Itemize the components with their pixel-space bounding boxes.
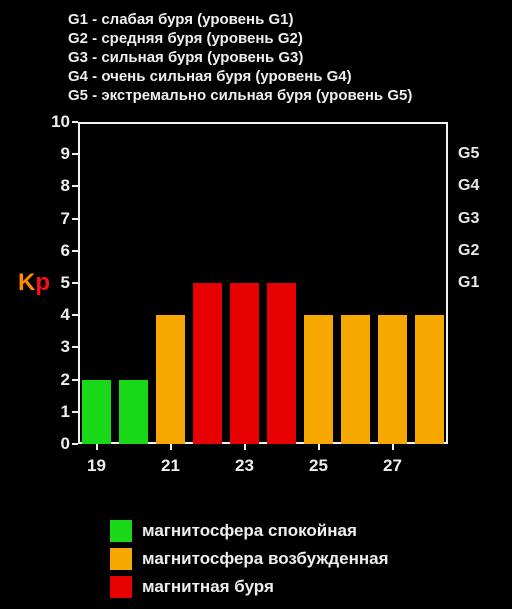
y-tick-label-6: 6 — [30, 241, 70, 261]
bar-day-20 — [119, 380, 148, 444]
y-tick-label-1: 1 — [30, 402, 70, 422]
g-label-G3: G3 — [458, 210, 479, 228]
y-tick-mark-1 — [72, 411, 78, 413]
x-tick-label-25: 25 — [299, 456, 339, 476]
legend-label-storm: магнитная буря — [142, 577, 274, 597]
y-tick-mark-0 — [72, 443, 78, 445]
bar-day-27 — [378, 315, 407, 444]
legend-swatch-storm — [110, 576, 132, 598]
y-axis-title: Kp — [18, 269, 50, 297]
g-label-G5: G5 — [458, 145, 479, 163]
g-label-G1: G1 — [458, 274, 479, 292]
bar-day-19 — [82, 380, 111, 444]
x-tick-mark-19 — [96, 444, 98, 450]
y-axis-title-K: K — [18, 269, 35, 296]
y-tick-label-3: 3 — [30, 337, 70, 357]
y-tick-label-0: 0 — [30, 434, 70, 454]
legend-item-calm: магнитосфера спокойная — [110, 520, 389, 542]
legend-item-excited: магнитосфера возбужденная — [110, 548, 389, 570]
bar-day-26 — [341, 315, 370, 444]
bar-day-28 — [415, 315, 444, 444]
legend-label-excited: магнитосфера возбужденная — [142, 549, 389, 569]
y-tick-label-2: 2 — [30, 370, 70, 390]
x-tick-label-19: 19 — [77, 456, 117, 476]
bar-day-23 — [230, 283, 259, 444]
g-label-G4: G4 — [458, 177, 479, 195]
y-tick-mark-9 — [72, 153, 78, 155]
bar-day-24 — [267, 283, 296, 444]
bar-day-22 — [193, 283, 222, 444]
y-tick-mark-5 — [72, 282, 78, 284]
y-tick-mark-7 — [72, 218, 78, 220]
y-axis-title-p: p — [35, 269, 50, 296]
y-tick-mark-10 — [72, 121, 78, 123]
x-tick-label-21: 21 — [151, 456, 191, 476]
x-tick-label-27: 27 — [373, 456, 413, 476]
x-tick-label-23: 23 — [225, 456, 265, 476]
legend-label-calm: магнитосфера спокойная — [142, 521, 357, 541]
y-tick-mark-3 — [72, 346, 78, 348]
kp-chart: 012345678910 Kp G5G4G3G2G1 1921232527 — [0, 0, 512, 609]
x-tick-mark-21 — [170, 444, 172, 450]
legend-swatch-calm — [110, 520, 132, 542]
legend-item-storm: магнитная буря — [110, 576, 389, 598]
x-tick-mark-27 — [392, 444, 394, 450]
y-tick-mark-8 — [72, 185, 78, 187]
x-tick-mark-25 — [318, 444, 320, 450]
bar-day-25 — [304, 315, 333, 444]
x-tick-mark-23 — [244, 444, 246, 450]
y-tick-label-4: 4 — [30, 305, 70, 325]
y-tick-label-8: 8 — [30, 176, 70, 196]
bar-day-21 — [156, 315, 185, 444]
y-tick-mark-4 — [72, 314, 78, 316]
legend: магнитосфера спокойная магнитосфера возб… — [110, 520, 389, 604]
g-label-G2: G2 — [458, 242, 479, 260]
y-tick-mark-6 — [72, 250, 78, 252]
y-tick-mark-2 — [72, 379, 78, 381]
legend-swatch-excited — [110, 548, 132, 570]
y-tick-label-7: 7 — [30, 209, 70, 229]
y-tick-label-9: 9 — [30, 144, 70, 164]
y-tick-label-10: 10 — [30, 112, 70, 132]
